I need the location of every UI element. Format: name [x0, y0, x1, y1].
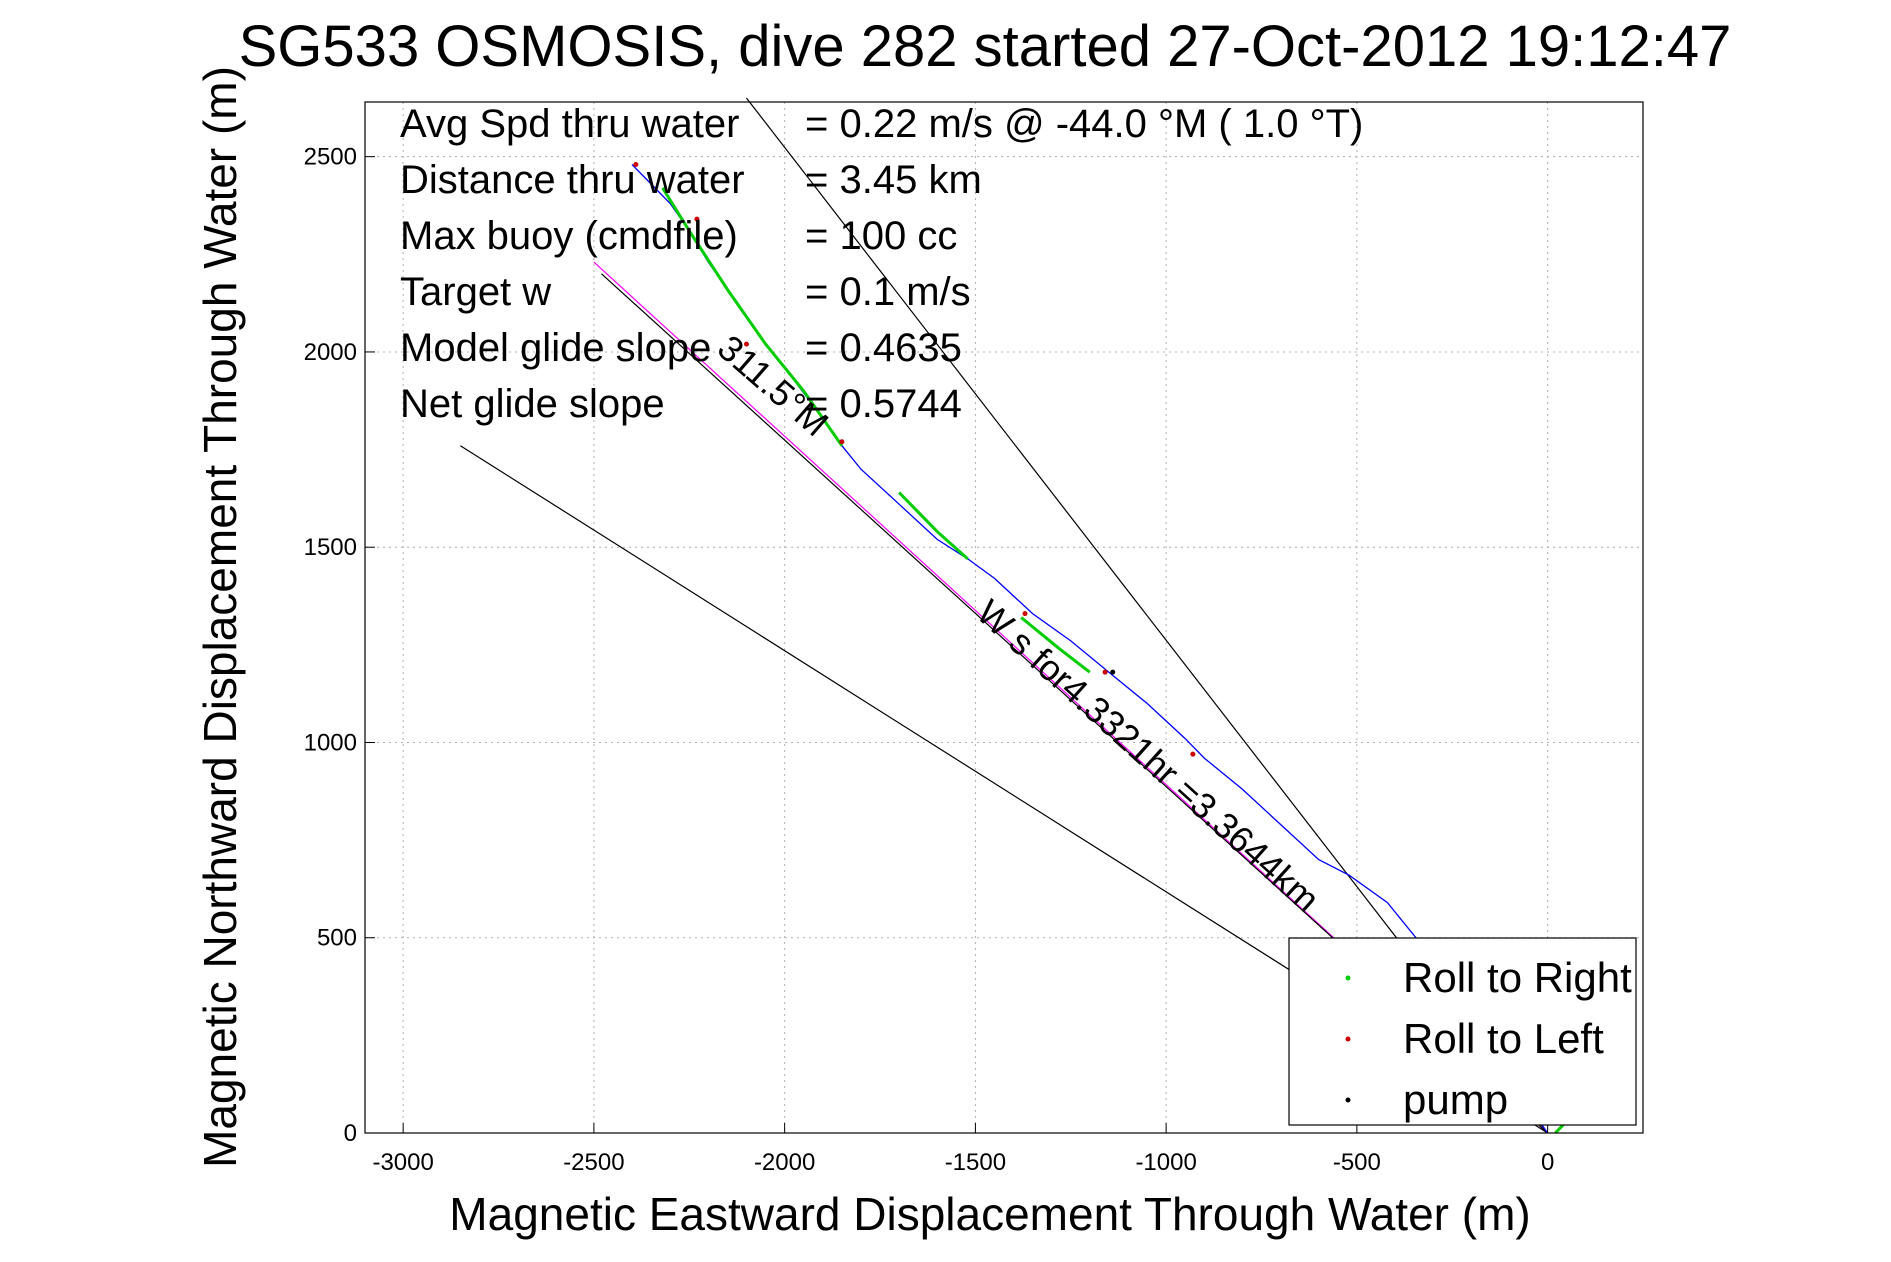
info-value: = 3.45 km — [805, 158, 982, 202]
roll-left-point — [743, 341, 749, 347]
pump-point — [1110, 669, 1116, 675]
x-axis-label: Magnetic Eastward Displacement Through W… — [449, 1188, 1530, 1240]
info-label: Target w — [400, 270, 551, 314]
info-label: Avg Spd thru water — [400, 102, 739, 146]
roll-right-segment — [898, 491, 969, 561]
roll-left-point — [1022, 611, 1028, 617]
info-value: = 0.5744 — [805, 382, 962, 426]
legend-label: Roll to Right — [1403, 954, 1632, 1001]
legend-label: Roll to Left — [1403, 1015, 1604, 1062]
chart-title: SG533 OSMOSIS, dive 282 started 27-Oct-2… — [239, 14, 1732, 79]
x-ticks: -3000 -2500 -2000 -1500 -1000 -500 0 — [372, 1123, 1554, 1176]
roll-left-point — [633, 161, 639, 167]
roll-left-point — [1190, 751, 1196, 757]
line-annotation: W s for4.3321hr =3.3644km — [969, 592, 1327, 920]
legend-box — [1288, 937, 1637, 1126]
x-tick-label: -1000 — [1135, 1149, 1196, 1176]
y-tick-label: 1000 — [304, 729, 357, 756]
x-tick-label: -1500 — [945, 1149, 1006, 1176]
y-tick-label: 500 — [317, 925, 357, 952]
x-tick-label: -2000 — [754, 1149, 815, 1176]
roll-left-point — [694, 216, 700, 222]
legend-marker — [1345, 975, 1351, 981]
roll-markers — [633, 161, 1196, 757]
info-value: = 0.4635 — [805, 326, 962, 370]
y-tick-label: 2000 — [304, 339, 357, 366]
info-label: Max buoy (cmdfile) — [400, 214, 738, 258]
y-ticks: 0 500 1000 1500 2000 2500 — [304, 144, 375, 1147]
info-value: = 100 cc — [805, 214, 957, 258]
info-value: = 0.22 m/s @ -44.0 °M ( 1.0 °T) — [805, 102, 1363, 146]
legend-marker — [1345, 1097, 1351, 1103]
info-label: Model glide slope — [400, 326, 711, 370]
roll-right-segment — [661, 187, 844, 447]
roll-left-point — [1102, 669, 1108, 675]
x-tick-label: -500 — [1333, 1149, 1381, 1176]
y-axis-label: Magnetic Northward Displacement Through … — [194, 66, 246, 1168]
x-tick-label: -3000 — [372, 1149, 433, 1176]
roll-left-point — [839, 439, 845, 445]
info-label: Distance thru water — [400, 158, 745, 202]
y-tick-label: 1500 — [304, 534, 357, 561]
legend: Roll to Right Roll to Left pump — [1288, 937, 1637, 1126]
plot-frame — [364, 101, 1644, 1134]
y-tick-label: 2500 — [304, 144, 357, 171]
dive-track — [631, 164, 1572, 1135]
legend-marker — [1345, 1036, 1351, 1042]
info-value: = 0.1 m/s — [805, 270, 971, 314]
legend-label: pump — [1403, 1076, 1508, 1123]
x-tick-label: 0 — [1541, 1149, 1554, 1176]
roll-right-segment — [1020, 616, 1091, 674]
y-tick-label: 0 — [344, 1120, 357, 1147]
x-tick-label: -2500 — [563, 1149, 624, 1176]
info-panel: Avg Spd thru water = 0.22 m/s @ -44.0 °M … — [400, 102, 1363, 426]
info-label: Net glide slope — [400, 382, 665, 426]
